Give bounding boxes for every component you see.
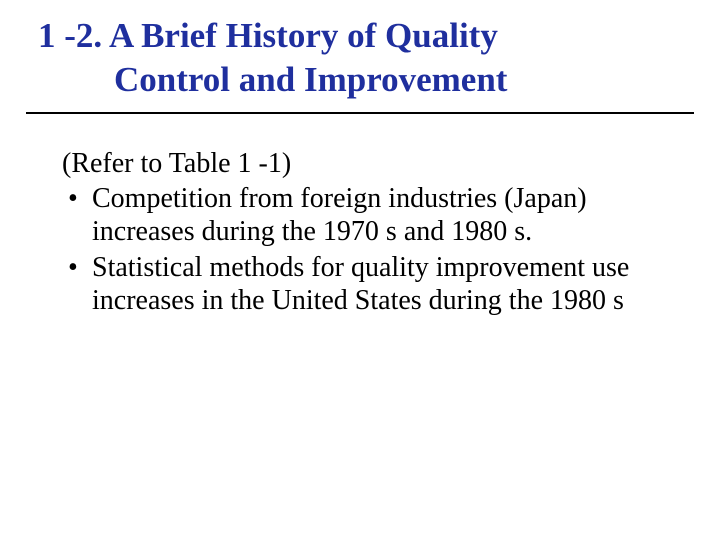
refer-text: (Refer to Table 1 -1) [56,148,664,180]
title-line-1: 1 -2. A Brief History of Quality [38,14,694,58]
slide-title: 1 -2. A Brief History of Quality Control… [26,14,694,102]
slide-container: 1 -2. A Brief History of Quality Control… [0,0,720,318]
bullet-item: Competition from foreign industries (Jap… [64,182,664,249]
title-line-2: Control and Improvement [38,58,694,102]
bullet-item: Statistical methods for quality improvem… [64,251,664,318]
bullet-list: Competition from foreign industries (Jap… [56,182,664,318]
content-area: (Refer to Table 1 -1) Competition from f… [26,114,694,318]
